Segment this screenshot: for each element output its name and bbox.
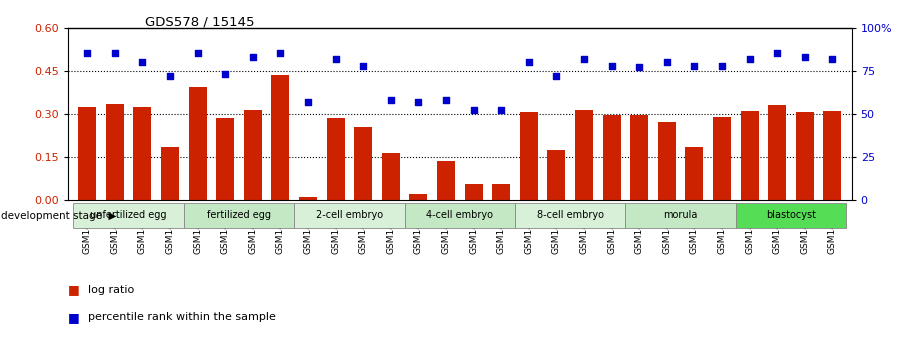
Bar [768,105,786,200]
Bar [465,184,483,200]
Point [301,99,315,105]
FancyBboxPatch shape [73,203,184,228]
Point [715,63,729,68]
Bar [437,161,455,200]
Bar [188,87,207,200]
Text: 4-cell embryo: 4-cell embryo [427,210,493,220]
Bar [78,107,96,200]
Bar [824,111,842,200]
Text: log ratio: log ratio [88,285,134,295]
Bar [547,150,565,200]
Text: ■: ■ [68,283,80,296]
Point [328,56,342,61]
Bar [492,184,510,200]
Text: ■: ■ [68,311,80,324]
Point [80,51,94,56]
Bar [520,112,538,200]
Text: morula: morula [663,210,698,220]
Bar [161,147,179,200]
FancyBboxPatch shape [515,203,625,228]
Bar [244,110,262,200]
Point [190,51,205,56]
Text: percentile rank within the sample: percentile rank within the sample [88,313,275,322]
Bar [602,115,621,200]
Point [383,97,398,103]
FancyBboxPatch shape [184,203,294,228]
Point [135,59,149,65]
Point [825,56,840,61]
Bar [272,75,289,200]
Point [108,51,122,56]
Point [439,97,453,103]
Point [218,71,233,77]
Point [687,63,701,68]
Point [742,56,757,61]
Text: unfertilized egg: unfertilized egg [91,210,167,220]
Point [274,51,288,56]
Bar [713,117,731,200]
Text: development stage  ▶: development stage ▶ [1,211,116,220]
Bar [575,110,593,200]
Bar [795,112,814,200]
Text: 8-cell embryo: 8-cell embryo [536,210,603,220]
Point [797,54,812,60]
Point [631,65,646,70]
Text: GDS578 / 15145: GDS578 / 15145 [145,16,255,29]
Bar [299,197,317,200]
Point [163,73,178,79]
Text: blastocyst: blastocyst [766,210,816,220]
Point [411,99,426,105]
Bar [685,147,703,200]
Point [467,108,481,113]
Point [522,59,536,65]
Bar [381,152,400,200]
Point [577,56,592,61]
FancyBboxPatch shape [625,203,736,228]
Point [549,73,564,79]
Point [494,108,508,113]
Point [246,54,260,60]
FancyBboxPatch shape [405,203,515,228]
Bar [217,118,235,200]
Bar [410,194,428,200]
Text: 2-cell embryo: 2-cell embryo [316,210,383,220]
Bar [133,107,151,200]
Point [770,51,785,56]
Bar [631,115,648,200]
Point [604,63,619,68]
FancyBboxPatch shape [736,203,846,228]
Point [660,59,674,65]
Text: fertilized egg: fertilized egg [207,210,271,220]
Bar [354,127,372,200]
Point [356,63,371,68]
Bar [327,118,344,200]
Bar [740,111,758,200]
FancyBboxPatch shape [294,203,405,228]
Bar [658,122,676,200]
Bar [106,104,124,200]
